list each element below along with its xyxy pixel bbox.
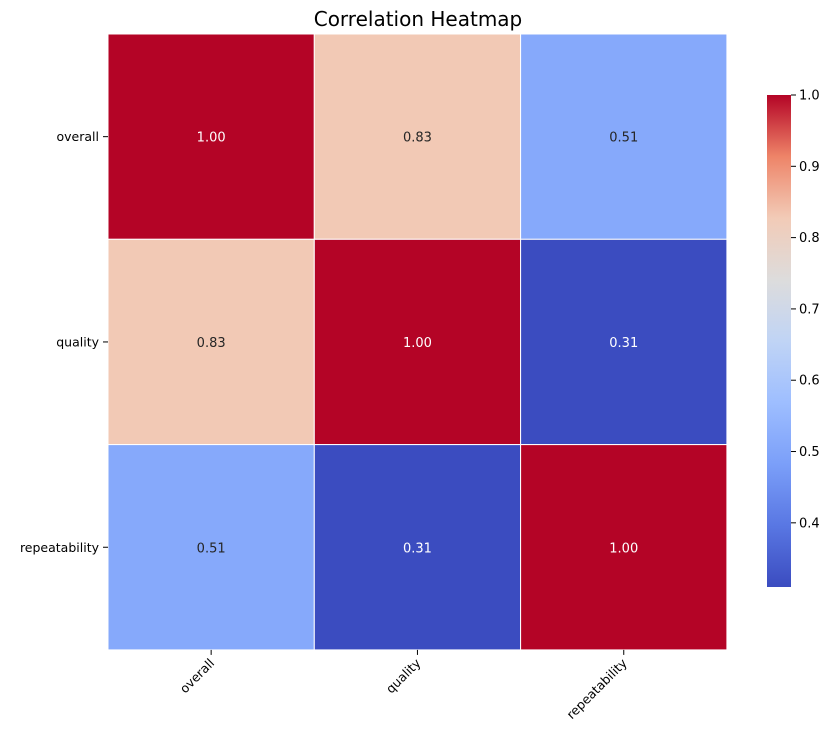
chart-title: Correlation Heatmap: [314, 7, 523, 31]
cell-value-label: 0.51: [609, 131, 638, 146]
colorbar-tick-label: 0.6: [799, 374, 820, 389]
x-axis-tick-labels: overall quality repeatability: [177, 649, 630, 722]
cell-value-label: 1.00: [403, 336, 432, 351]
colorbar-tick-label: 0.4: [799, 516, 820, 531]
colorbar-tick-label: 0.7: [799, 302, 820, 317]
colorbar: 0.4 0.5 0.6 0.7 0.8 0.9 1.0: [767, 89, 820, 587]
colorbar-ticks: 0.4 0.5 0.6 0.7 0.8 0.9 1.0: [791, 89, 820, 531]
cell-value-label: 0.31: [403, 541, 432, 556]
y-tick-label: quality: [56, 334, 99, 349]
heatmap-cell: [107, 33, 315, 240]
cell-value-label: 0.83: [197, 336, 226, 351]
cell-value-label: 0.51: [197, 541, 226, 556]
heatmap-cell: [313, 33, 522, 240]
cell-value-label: 1.00: [609, 541, 638, 556]
heatmap-cell: [107, 238, 315, 446]
y-tick-label: overall: [57, 129, 99, 144]
colorbar-gradient: [767, 95, 791, 587]
x-tick-label: quality: [383, 655, 424, 696]
y-axis-tick-labels: overall quality repeatability: [20, 129, 108, 555]
y-tick-label: repeatability: [20, 540, 100, 555]
x-tick-label: overall: [177, 655, 218, 696]
colorbar-tick-label: 0.5: [799, 445, 820, 460]
heatmap-cell: [313, 444, 522, 651]
colorbar-tick-label: 0.8: [799, 231, 820, 246]
heatmap-cells: 1.00 0.83 0.51 0.83 1.00 0.31 0.51 0.31 1.00: [107, 33, 728, 651]
heatmap-cell: [107, 444, 315, 651]
heatmap-cell: [520, 238, 728, 446]
heatmap-cell: [520, 33, 728, 240]
colorbar-tick-label: 0.9: [799, 160, 820, 175]
cell-value-label: 0.31: [609, 336, 638, 351]
cell-value-label: 1.00: [197, 131, 226, 146]
heatmap-cell: [313, 238, 522, 446]
x-tick-label: repeatability: [563, 655, 630, 722]
cell-value-label: 0.83: [403, 131, 432, 146]
colorbar-tick-label: 1.0: [799, 89, 820, 104]
